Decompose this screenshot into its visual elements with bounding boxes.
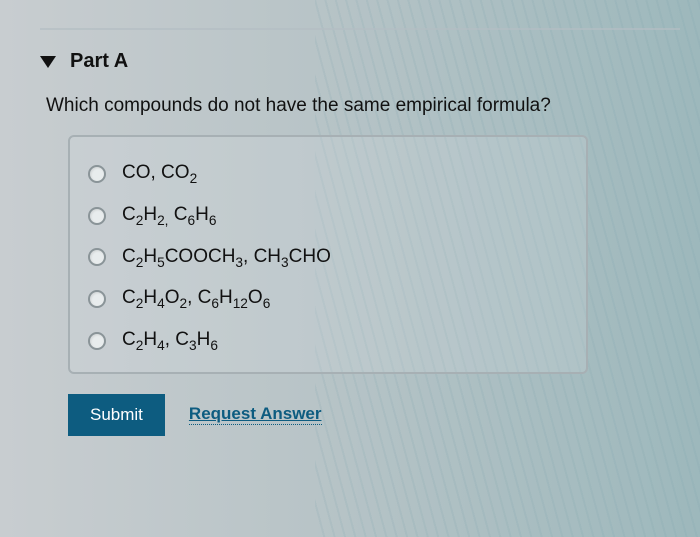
collapse-caret-icon[interactable] [40, 56, 56, 68]
actions-row: Submit Request Answer [68, 394, 660, 436]
option-label: C2H2, C6H6 [122, 204, 216, 228]
radio-icon[interactable] [88, 207, 106, 225]
request-answer-link[interactable]: Request Answer [189, 404, 322, 425]
option-row[interactable]: CO, CO2 [88, 153, 568, 195]
submit-button[interactable]: Submit [68, 394, 165, 436]
option-row[interactable]: C2H5COOCH3, CH3CHO [88, 237, 568, 279]
radio-icon[interactable] [88, 165, 106, 183]
part-header[interactable]: Part A [40, 50, 660, 73]
part-title: Part A [70, 50, 128, 73]
question-container: Part A Which compounds do not have the s… [40, 50, 660, 436]
options-box: CO, CO2 C2H2, C6H6 C2H5COOCH3, CH3CHO C2… [68, 135, 588, 374]
top-divider [40, 28, 680, 30]
option-label: C2H4, C3H6 [122, 329, 218, 353]
option-row[interactable]: C2H2, C6H6 [88, 195, 568, 237]
question-text: Which compounds do not have the same emp… [46, 95, 660, 117]
radio-icon[interactable] [88, 290, 106, 308]
option-row[interactable]: C2H4, C3H6 [88, 320, 568, 362]
option-label: C2H5COOCH3, CH3CHO [122, 246, 331, 270]
option-label: CO, CO2 [122, 162, 197, 186]
option-row[interactable]: C2H4O2, C6H12O6 [88, 278, 568, 320]
radio-icon[interactable] [88, 248, 106, 266]
radio-icon[interactable] [88, 332, 106, 350]
option-label: C2H4O2, C6H12O6 [122, 287, 270, 311]
